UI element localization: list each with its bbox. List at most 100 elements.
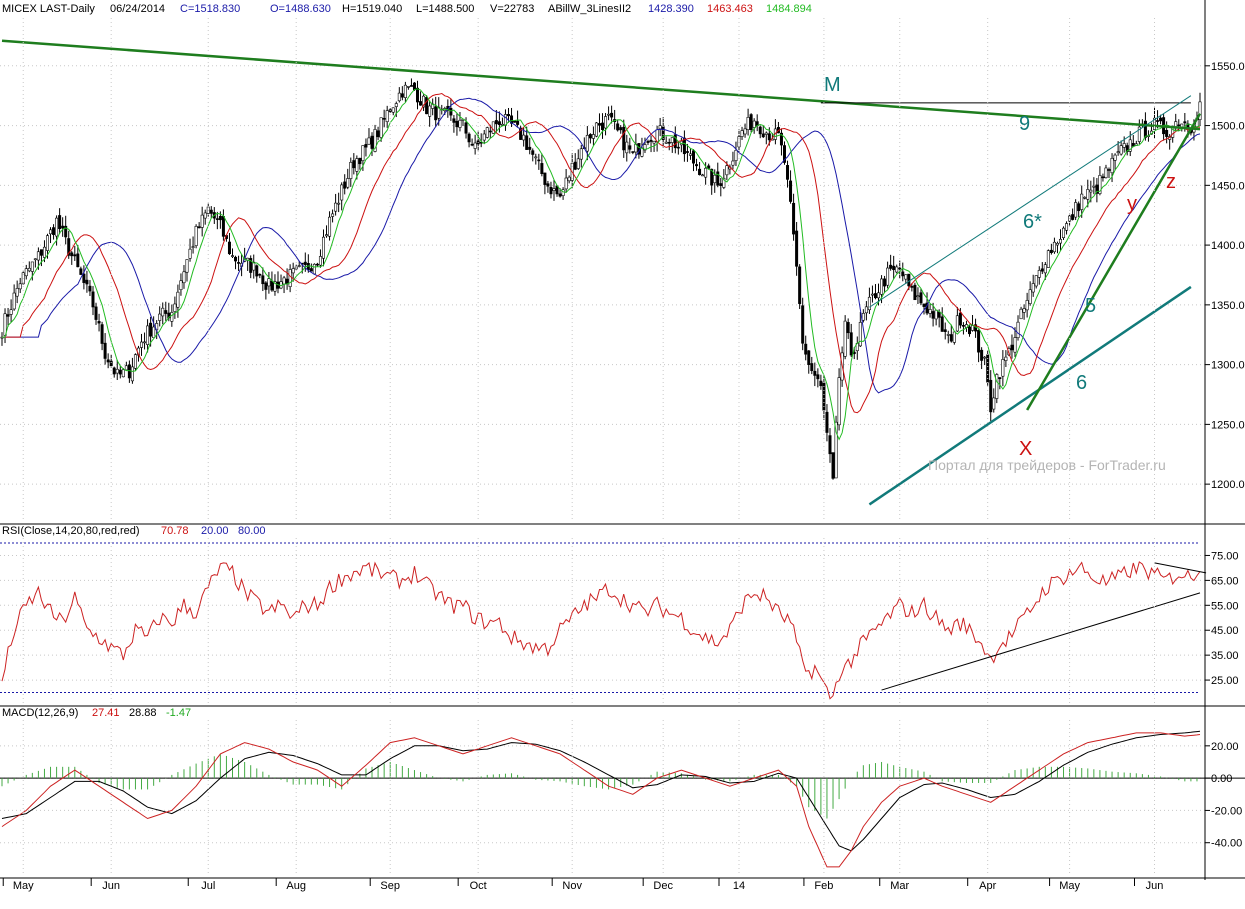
candle-body: [234, 256, 238, 262]
y-tick-label: 1200.00: [1211, 479, 1245, 491]
candle-body: [646, 141, 650, 143]
candle-body: [946, 334, 950, 336]
candle-body: [607, 113, 611, 116]
candle-body: [764, 132, 768, 135]
candle-body: [106, 359, 110, 363]
candle-body: [12, 292, 16, 310]
candle-body: [701, 174, 705, 177]
candle-body: [376, 130, 380, 138]
candle-body: [743, 128, 747, 135]
candle-body: [1013, 337, 1017, 353]
candle-body: [649, 139, 653, 142]
candle-body: [1037, 270, 1041, 278]
candle-body: [789, 180, 793, 202]
candle-body: [467, 133, 471, 143]
candle-body: [497, 121, 501, 125]
rsi-panel: 75.00 65.00 55.00 45.00 35.00 25.00: [0, 542, 1239, 700]
candle-body: [907, 273, 911, 287]
candle-body: [795, 230, 799, 267]
candle-body: [861, 313, 865, 321]
candle-body: [883, 278, 887, 287]
candle-body: [118, 369, 122, 375]
candle-body: [1098, 175, 1102, 194]
label-9: 9: [1019, 113, 1030, 135]
candle-body: [685, 151, 689, 153]
candle-body: [79, 268, 83, 275]
candle-body: [864, 306, 868, 314]
candle-body: [588, 134, 592, 139]
header-ind3: 1484.894: [766, 3, 812, 15]
candle-body: [340, 184, 344, 201]
candle-body: [977, 330, 981, 353]
candle-body: [115, 368, 119, 374]
candle-body: [291, 268, 295, 274]
macd-label: MACD(12,26,9): [2, 707, 78, 719]
y-tick-label: 1250.00: [1211, 419, 1245, 431]
x-tick-label: 14: [733, 880, 745, 892]
candle-body: [1113, 154, 1117, 161]
y-tick-label: 20.00: [1211, 741, 1239, 753]
rsi-low: 20.00: [201, 525, 229, 537]
candle-body: [995, 374, 999, 399]
x-tick-label: Jun: [102, 880, 120, 892]
candle-body: [42, 246, 46, 258]
candle-body: [886, 267, 890, 286]
candle-body: [980, 349, 984, 361]
candle-body: [1040, 268, 1044, 272]
candle-body: [1049, 249, 1053, 253]
candle-body: [695, 164, 699, 167]
candle-body: [546, 183, 550, 187]
candle-body: [294, 266, 298, 270]
candle-body: [889, 264, 893, 269]
candle-body: [804, 343, 808, 355]
header-close: C=1518.830: [180, 3, 240, 15]
x-tick-label: Dec: [653, 880, 673, 892]
candle-body: [58, 215, 62, 229]
candle-body: [1177, 124, 1181, 127]
candle-body: [719, 183, 723, 186]
candle-body: [880, 278, 884, 295]
candle-body: [525, 135, 529, 150]
header-ind2: 1463.463: [707, 3, 753, 15]
candle-body: [594, 122, 598, 137]
candle-body: [370, 135, 374, 149]
candle-body: [252, 261, 256, 271]
candle-body: [601, 122, 605, 130]
candle-body: [792, 202, 796, 235]
candle-body: [100, 324, 104, 344]
candle-body: [33, 258, 37, 261]
candle-body: [752, 120, 756, 128]
candle-body: [352, 160, 356, 169]
candle-body: [337, 202, 341, 205]
candle-body: [825, 411, 829, 433]
candle-body: [1086, 189, 1090, 200]
candle-body: [513, 120, 517, 123]
candle-body: [676, 146, 680, 149]
candle-body: [173, 303, 177, 312]
candle-body: [958, 312, 962, 326]
macd-hist: -1.47: [166, 707, 191, 719]
candle-body: [622, 126, 626, 151]
candle-body: [355, 158, 359, 172]
y-tick-label: 25.00: [1211, 675, 1239, 687]
candle-body: [516, 120, 520, 125]
candle-body: [215, 218, 219, 220]
candle-body: [1025, 300, 1029, 311]
candle-body: [1107, 169, 1111, 171]
candle-body: [1101, 176, 1105, 179]
candle-body: [455, 120, 459, 128]
candle-body: [1095, 184, 1099, 194]
y-tick-label: 0.00: [1211, 773, 1232, 785]
x-tick-label: Nov: [562, 880, 582, 892]
candle-body: [940, 316, 944, 332]
candle-body: [1001, 359, 1005, 377]
candle-body: [437, 106, 441, 119]
candle-body: [231, 255, 235, 257]
candle-body: [494, 120, 498, 125]
candle-body: [934, 309, 938, 320]
candle-body: [673, 134, 677, 149]
candle-body: [64, 225, 68, 238]
x-tick-label: Apr: [979, 880, 996, 892]
trendline-green-5: [1026, 112, 1202, 411]
candle-body: [24, 268, 28, 277]
